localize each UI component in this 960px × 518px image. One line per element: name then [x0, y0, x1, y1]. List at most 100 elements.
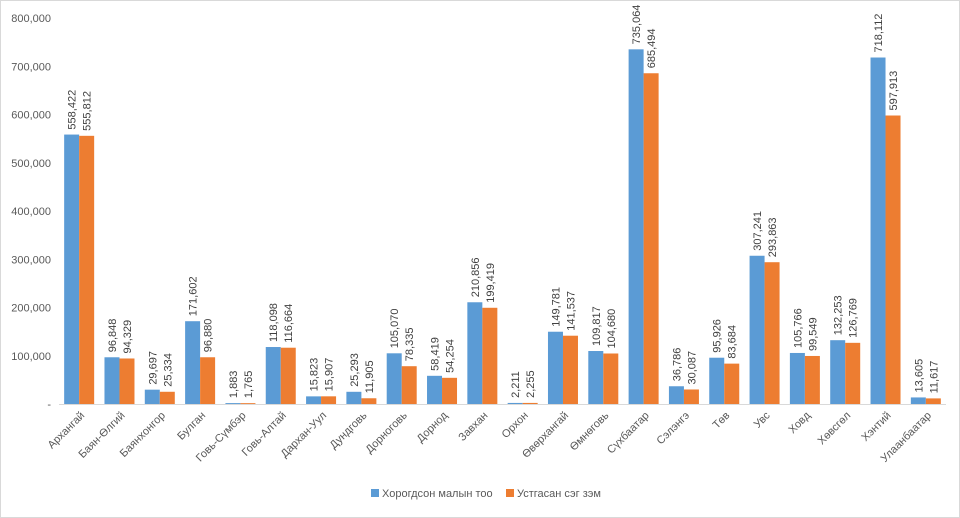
data-label: 2,255 — [525, 370, 537, 398]
x-tick-label: Дорноговь — [364, 409, 410, 455]
bar-disposed-carcasses — [482, 307, 498, 404]
bar-dead-livestock — [64, 134, 80, 404]
data-label: 54,254 — [445, 339, 457, 373]
bar-dead-livestock — [225, 403, 241, 404]
bar-dead-livestock — [346, 391, 362, 404]
legend-swatch — [506, 489, 514, 497]
bar-disposed-carcasses — [200, 357, 216, 404]
data-label: 118,098 — [268, 303, 280, 342]
data-label: 293,863 — [767, 217, 779, 257]
bar-dead-livestock — [910, 397, 926, 404]
bar-dead-livestock — [265, 347, 281, 404]
data-label: 685,494 — [646, 28, 658, 68]
bar-disposed-carcasses — [804, 355, 820, 404]
y-tick-label: - — [47, 399, 51, 411]
data-label: 171,602 — [188, 276, 200, 316]
data-label: 210,856 — [470, 257, 482, 297]
data-label: 126,769 — [848, 298, 860, 338]
y-tick-label: 300,000 — [11, 254, 51, 266]
data-label: 149,781 — [550, 287, 562, 327]
x-tick-label: Хэнтий — [859, 410, 893, 444]
y-tick-label: 600,000 — [11, 110, 51, 122]
data-label: 1,883 — [228, 371, 240, 399]
bar-dead-livestock — [386, 353, 402, 404]
legend-swatch — [371, 489, 379, 497]
y-tick-label: 400,000 — [11, 206, 51, 218]
bar-disposed-carcasses — [562, 335, 578, 404]
data-label: 141,537 — [565, 291, 577, 331]
bar-disposed-carcasses — [321, 396, 337, 404]
bar-dead-livestock — [668, 386, 684, 404]
bar-disposed-carcasses — [603, 353, 619, 404]
x-tick-label: Сүхбаатар — [605, 410, 652, 457]
bar-disposed-carcasses — [159, 391, 175, 404]
x-tick-label: Ховд — [787, 409, 814, 436]
data-label: 58,419 — [430, 337, 442, 371]
bar-disposed-carcasses — [845, 342, 861, 404]
data-label: 15,823 — [309, 358, 321, 392]
data-label: 30,087 — [686, 351, 698, 385]
data-label: 13,605 — [913, 359, 925, 393]
bar-dead-livestock — [427, 375, 443, 404]
data-label: 104,680 — [606, 309, 618, 349]
bar-disposed-carcasses — [885, 115, 901, 404]
bar-disposed-carcasses — [240, 403, 256, 404]
bar-disposed-carcasses — [683, 389, 699, 404]
data-label: 735,064 — [631, 5, 643, 45]
data-label: 597,913 — [888, 71, 900, 111]
bar-dead-livestock — [789, 352, 805, 404]
data-label: 11,905 — [364, 360, 376, 393]
bar-disposed-carcasses — [724, 363, 740, 404]
bar-dead-livestock — [185, 321, 201, 404]
data-labels: 558,422 555,812 96,848 94,329 29,697 25,334 17… — [67, 5, 941, 399]
data-label: 558,422 — [67, 90, 79, 130]
data-label: 96,880 — [203, 319, 215, 353]
bar-disposed-carcasses — [442, 377, 458, 404]
data-label: 116,664 — [283, 304, 295, 343]
y-axis: - 100,000 200,000 300,000 400,000 500,000 600,… — [11, 13, 51, 411]
bar-dead-livestock — [104, 357, 120, 404]
data-label: 95,926 — [712, 319, 724, 353]
bar-disposed-carcasses — [764, 262, 780, 404]
bar-dead-livestock — [628, 49, 644, 405]
data-label: 25,334 — [162, 353, 174, 387]
bar-disposed-carcasses — [643, 73, 659, 404]
y-tick-label: 100,000 — [11, 351, 51, 363]
data-label: 2,211 — [510, 371, 522, 398]
data-label: 78,335 — [404, 328, 416, 362]
legend-label: Устгасан сэг зэм — [517, 488, 601, 500]
y-tick-label: 700,000 — [11, 61, 51, 73]
bar-dead-livestock — [467, 302, 483, 404]
x-tick-label: Орхон — [500, 410, 531, 441]
y-tick-label: 500,000 — [11, 158, 51, 170]
x-tick-label: Дундговь — [328, 409, 370, 451]
data-label: 25,293 — [349, 353, 361, 387]
data-label: 94,329 — [122, 320, 134, 354]
bar-dead-livestock — [144, 389, 160, 404]
bar-dead-livestock — [830, 340, 846, 404]
data-label: 96,848 — [107, 319, 119, 353]
bar-disposed-carcasses — [361, 398, 377, 404]
x-tick-label: Завхан — [456, 410, 490, 444]
y-tick-label: 200,000 — [11, 303, 51, 315]
bar-disposed-carcasses — [522, 402, 538, 404]
data-label: 199,419 — [485, 263, 497, 303]
bar-disposed-carcasses — [925, 398, 941, 404]
data-label: 83,684 — [727, 325, 739, 359]
data-label: 555,812 — [82, 91, 94, 131]
x-tick-label: Төв — [711, 410, 733, 432]
bar-dead-livestock — [547, 331, 563, 404]
bar-disposed-carcasses — [79, 135, 95, 404]
data-label: 1,765 — [243, 371, 255, 399]
data-label: 132,253 — [833, 295, 845, 335]
data-label: 105,070 — [389, 309, 401, 349]
x-tick-label: Дорнод — [415, 409, 451, 445]
bars — [64, 49, 941, 405]
data-label: 718,112 — [873, 14, 885, 53]
x-tick-label: Хөвсгөл — [816, 410, 854, 448]
legend: Хорогдсон малын тоо Устгасан сэг зэм — [371, 488, 601, 500]
x-tick-label: Увс — [752, 409, 773, 430]
